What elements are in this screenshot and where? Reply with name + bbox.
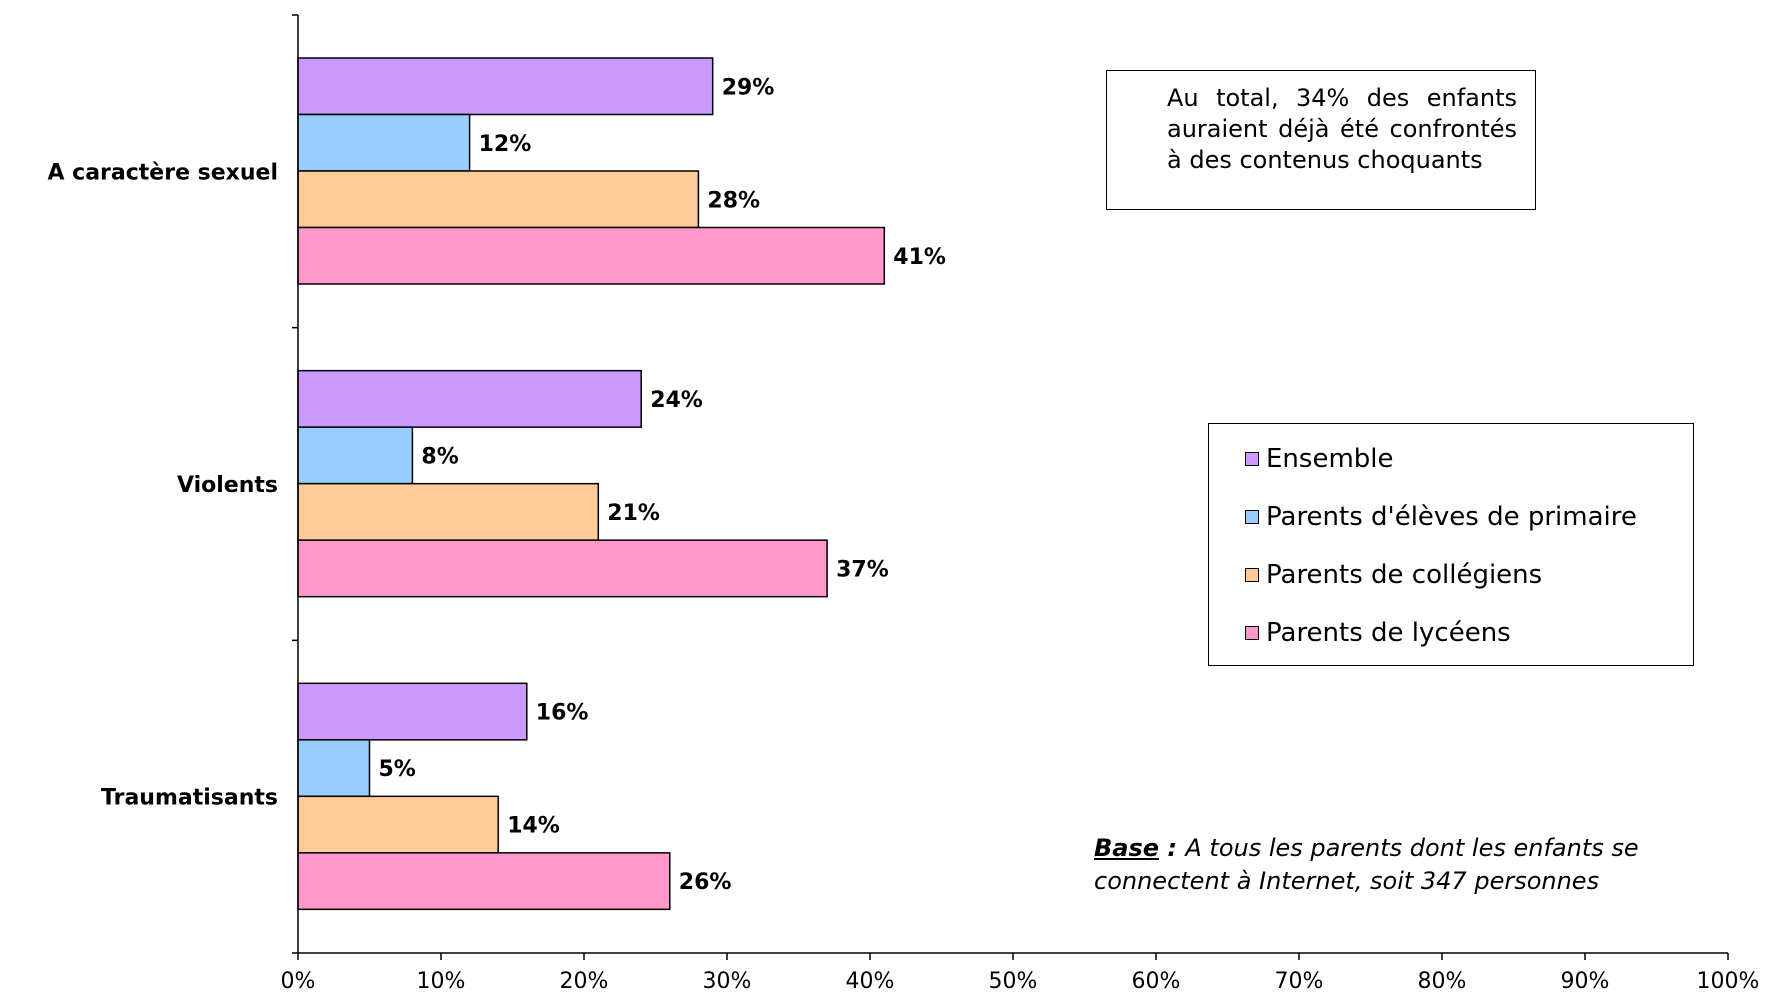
bar-value-label: 41%: [893, 245, 946, 270]
bar: [297, 426, 414, 485]
legend-swatch-lyceens: [1245, 626, 1259, 640]
legend-swatch-primaire: [1245, 510, 1259, 524]
bar: [297, 170, 700, 229]
legend-item-lyceens: Parents de lycéens: [1245, 618, 1511, 648]
bar-value-label: 24%: [650, 388, 703, 413]
bar: [297, 795, 499, 854]
bar: [297, 539, 828, 598]
x-tick-label: 60%: [1132, 969, 1181, 994]
bar-value-label: 21%: [607, 501, 660, 526]
bar-value-label: 29%: [722, 75, 775, 100]
legend-label-primaire: Parents d'élèves de primaire: [1266, 502, 1637, 532]
x-tick-label: 0%: [281, 969, 316, 994]
bar-value-label: 26%: [679, 870, 732, 895]
x-tick-label: 80%: [1418, 969, 1467, 994]
bar: [297, 226, 886, 285]
bar-value-label: 5%: [379, 757, 416, 782]
bar: [297, 682, 528, 741]
legend-item-ensemble: Ensemble: [1245, 444, 1394, 474]
x-tick-label: 40%: [846, 969, 895, 994]
bar: [297, 113, 471, 172]
category-label: A caractère sexuel: [47, 160, 278, 185]
x-tick-label: 90%: [1561, 969, 1610, 994]
bar-value-label: 12%: [479, 132, 532, 157]
base-note-label: Base: [1094, 834, 1160, 862]
x-tick-label: 70%: [1275, 969, 1324, 994]
x-tick-label: 20%: [560, 969, 609, 994]
summary-note-box: Au total, 34% des enfants auraient déjà …: [1106, 70, 1536, 210]
bar: [297, 852, 671, 911]
legend-item-primaire: Parents d'élèves de primaire: [1245, 502, 1637, 532]
base-note-separator: :: [1159, 834, 1186, 862]
bar-value-label: 8%: [421, 444, 458, 469]
x-tick-label: 100%: [1697, 969, 1760, 994]
legend-item-collegiens: Parents de collégiens: [1245, 560, 1542, 590]
legend-swatch-collegiens: [1245, 568, 1259, 582]
legend: Ensemble Parents d'élèves de primaire Pa…: [1208, 423, 1694, 666]
bar: [297, 369, 642, 428]
bar-value-label: 16%: [536, 701, 589, 726]
x-tick-label: 50%: [989, 969, 1038, 994]
bar-value-label: 37%: [836, 557, 889, 582]
base-note-text: A tous les parents dont les enfants se c…: [1094, 834, 1639, 895]
base-note: Base : A tous les parents dont les enfan…: [1094, 832, 1734, 898]
legend-label-collegiens: Parents de collégiens: [1266, 560, 1543, 590]
legend-label-lyceens: Parents de lycéens: [1266, 618, 1511, 648]
bar-value-label: 14%: [507, 814, 560, 839]
legend-label-ensemble: Ensemble: [1266, 444, 1394, 474]
bar-value-label: 28%: [707, 188, 760, 213]
bar: [297, 739, 371, 798]
legend-swatch-ensemble: [1245, 452, 1259, 466]
x-tick-label: 10%: [417, 969, 466, 994]
bar: [297, 57, 714, 116]
bar: [297, 482, 600, 541]
category-label: Traumatisants: [101, 786, 278, 811]
summary-note-text: Au total, 34% des enfants auraient déjà …: [1167, 84, 1517, 174]
category-label: Violents: [177, 473, 278, 498]
x-tick-label: 30%: [703, 969, 752, 994]
